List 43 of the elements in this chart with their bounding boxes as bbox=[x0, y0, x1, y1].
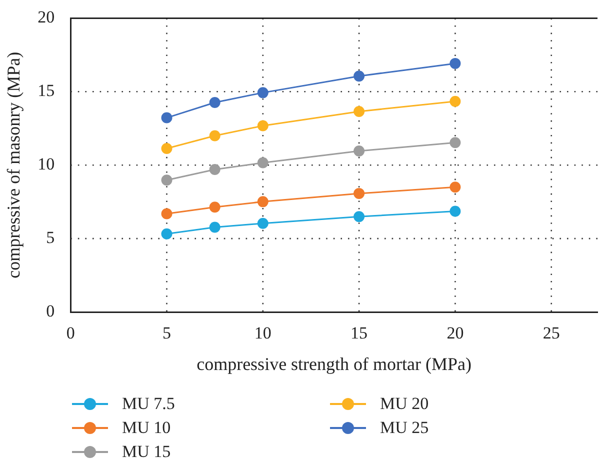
point bbox=[209, 164, 220, 176]
legend-label: MU 20 bbox=[380, 394, 429, 414]
point bbox=[209, 130, 220, 142]
x-tick-label: 25 bbox=[542, 324, 560, 343]
y-tick-label: 0 bbox=[46, 301, 55, 320]
point bbox=[209, 222, 220, 233]
point bbox=[257, 157, 268, 168]
legend-label: MU 15 bbox=[122, 442, 171, 462]
point bbox=[450, 96, 461, 107]
y-tick-label: 5 bbox=[46, 228, 55, 248]
point bbox=[161, 228, 172, 240]
point bbox=[354, 146, 365, 156]
point bbox=[450, 206, 461, 217]
y-axis-title: compressive of masonry (MPa) bbox=[4, 52, 24, 278]
y-tick-label: 15 bbox=[38, 81, 55, 100]
x-tick-label: 5 bbox=[162, 324, 171, 343]
point bbox=[257, 196, 268, 208]
y-tick-label: 20 bbox=[38, 8, 55, 27]
point bbox=[450, 58, 461, 69]
point bbox=[209, 97, 220, 108]
legend-label: MU 10 bbox=[122, 418, 171, 438]
x-tick-label: 0 bbox=[66, 324, 75, 343]
point bbox=[209, 202, 220, 213]
legend-label: MU 7.5 bbox=[122, 394, 175, 414]
x-tick-label: 10 bbox=[254, 324, 272, 343]
point bbox=[354, 188, 365, 199]
point bbox=[161, 208, 172, 220]
y-tick-label: 10 bbox=[38, 154, 55, 174]
x-axis-title: compressive strength of mortar (MPa) bbox=[196, 354, 472, 374]
point bbox=[354, 70, 365, 82]
x-tick-label: 20 bbox=[446, 324, 464, 343]
point bbox=[161, 112, 172, 124]
point bbox=[161, 143, 172, 154]
point bbox=[257, 87, 268, 98]
point bbox=[450, 182, 461, 193]
point bbox=[354, 211, 365, 222]
point bbox=[450, 137, 461, 148]
x-tick-label: 15 bbox=[350, 324, 368, 343]
point bbox=[257, 218, 268, 229]
legend-label: MU 25 bbox=[380, 418, 429, 438]
point bbox=[257, 120, 268, 132]
point bbox=[161, 174, 172, 186]
point bbox=[354, 106, 365, 117]
